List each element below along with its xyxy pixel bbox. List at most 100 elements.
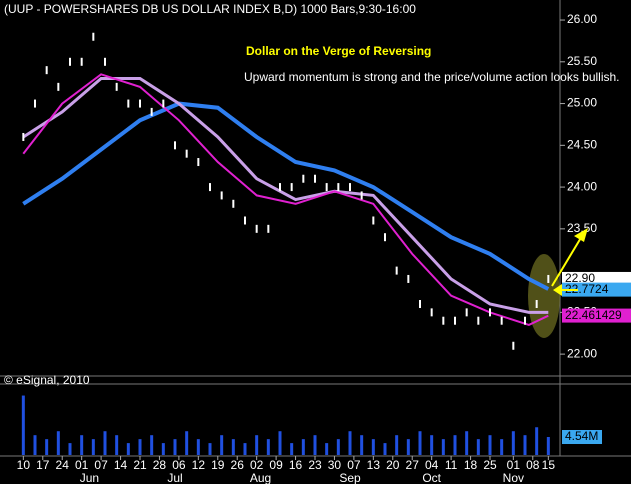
y-tick-label: 24.50 (567, 137, 597, 151)
volume-bar (523, 435, 527, 455)
volume-bar (488, 435, 492, 455)
volume-bar (360, 435, 364, 455)
price-bar (69, 57, 71, 66)
arrowhead (553, 284, 562, 296)
volume-last-label: 4.54M (565, 429, 598, 443)
price-bar (45, 66, 48, 75)
x-tick-label: 30 (328, 458, 342, 472)
volume-bar (453, 435, 457, 455)
moving-average (22, 101, 550, 291)
x-tick-label: 20 (386, 458, 400, 472)
volume-bar (33, 435, 37, 455)
volume-bar (266, 439, 270, 455)
volume-bar (255, 435, 259, 455)
volume-bar (336, 439, 340, 455)
moving-average (22, 73, 549, 326)
volume-bar (325, 443, 329, 455)
price-bar (232, 199, 235, 208)
month-label: Aug (250, 471, 271, 484)
last-value-label: 22.7724 (565, 282, 609, 296)
price-bar (489, 308, 491, 317)
month-label: Sep (339, 471, 361, 484)
volume-bar (278, 431, 282, 455)
volume-bar (500, 439, 504, 455)
y-tick-label: 22.00 (567, 346, 597, 360)
volume-bar (150, 435, 154, 455)
price-bar (419, 300, 421, 309)
price-bar (197, 158, 200, 167)
month-label: Nov (503, 471, 524, 484)
volume-bar (126, 443, 130, 455)
price-bar (384, 233, 386, 242)
volume-bar (465, 431, 469, 455)
arrowhead (574, 228, 588, 242)
y-tick-label: 24.00 (567, 179, 597, 193)
volume-bar (395, 435, 399, 455)
x-tick-label: 28 (153, 458, 167, 472)
credit: © eSignal, 2010 (4, 373, 90, 387)
month-label: Jun (80, 471, 99, 484)
price-bar (302, 174, 305, 183)
volume-bar (21, 395, 25, 455)
volume-bar (476, 439, 480, 455)
price-bar (115, 82, 118, 91)
x-tick-label: 19 (211, 458, 225, 472)
x-tick-label: 23 (308, 458, 322, 472)
x-tick-label: 17 (36, 458, 50, 472)
y-tick-label: 25.00 (567, 96, 597, 110)
x-tick-label: 26 (231, 458, 245, 472)
volume-bar (546, 437, 550, 455)
price-bar (500, 316, 503, 325)
volume-bar (68, 443, 72, 455)
volume-bar (406, 439, 410, 455)
volume-bar (313, 435, 317, 455)
volume-bar (441, 439, 445, 455)
x-tick-label: 01 (507, 458, 521, 472)
x-tick-label: 27 (406, 458, 420, 472)
month-label: Jul (167, 471, 182, 484)
volume-bar (348, 431, 352, 455)
price-bar (80, 57, 83, 66)
price-bar (547, 274, 550, 283)
arrow (551, 235, 583, 287)
x-tick-label: 07 (347, 458, 361, 472)
x-tick-label: 12 (192, 458, 206, 472)
price-bar (314, 174, 316, 183)
price-bar (162, 99, 165, 108)
price-bar (244, 216, 246, 225)
x-tick-label: 24 (56, 458, 70, 472)
x-tick-label: 16 (289, 458, 303, 472)
x-tick-label: 06 (172, 458, 186, 472)
price-bar (337, 183, 340, 192)
volume-bar (231, 439, 235, 455)
price-bar (22, 132, 25, 141)
x-tick-label: 07 (94, 458, 108, 472)
price-bar (395, 266, 398, 275)
price-bar (524, 316, 526, 325)
price-bar (127, 99, 130, 108)
price-bar (139, 99, 141, 108)
price-bar (279, 183, 281, 192)
price-bar (150, 107, 153, 116)
highlight-ellipse (528, 254, 560, 338)
y-tick-label: 26.00 (567, 12, 597, 26)
volume-bar (56, 431, 60, 455)
price-bar (209, 183, 211, 192)
volume-bar (535, 427, 539, 455)
volume-bar (196, 439, 200, 455)
volume-bar (243, 443, 247, 455)
price-bar (325, 183, 328, 192)
last-value-label: 22.90 (565, 271, 595, 285)
x-tick-label: 08 (526, 458, 540, 472)
volume-bar (91, 439, 95, 455)
price-bar (349, 183, 351, 192)
price-bar (104, 57, 106, 66)
price-bar (34, 99, 36, 108)
x-tick-label: 02 (250, 458, 264, 472)
price-bar (220, 191, 223, 200)
price-bar (372, 216, 375, 225)
last-value-label: 22.461429 (565, 308, 622, 322)
volume-bar (103, 431, 107, 455)
volume-bar (301, 439, 305, 455)
price-bar (290, 183, 293, 192)
